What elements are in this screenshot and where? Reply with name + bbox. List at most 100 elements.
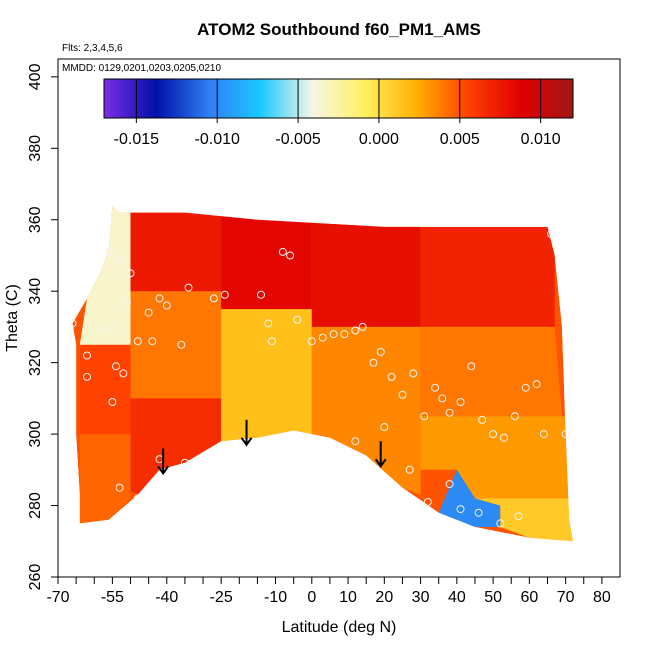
sample-point	[561, 430, 570, 439]
sample-point	[133, 494, 142, 503]
field-region	[475, 498, 573, 542]
y-tick-label: 300	[27, 421, 44, 448]
x-tick-label: 80	[593, 589, 611, 606]
x-tick-label: 30	[412, 589, 430, 606]
sample-point	[209, 294, 218, 303]
dates-annotation: MMDD: 0129,0201,0203,0205,0210	[62, 63, 221, 74]
x-tick-label: -55	[101, 589, 124, 606]
sample-point	[510, 412, 519, 421]
y-tick-label: 360	[27, 206, 44, 233]
sample-point	[180, 458, 189, 467]
sample-point	[286, 251, 295, 260]
field-region	[221, 212, 312, 310]
field-region	[130, 398, 222, 495]
heatmap-field	[72, 205, 573, 542]
y-axis: 260 280 300 320 340 360 380 400	[27, 63, 58, 590]
sample-point	[423, 498, 432, 506]
sample-point	[514, 512, 523, 521]
sample-point	[358, 322, 367, 331]
y-tick-label: 280	[27, 492, 44, 519]
sample-point	[108, 398, 117, 406]
sample-point	[405, 465, 414, 474]
field-region	[79, 205, 131, 345]
colorbar-tick-label: 0.000	[359, 131, 399, 148]
sample-point	[126, 269, 135, 278]
x-tick-label: 10	[339, 589, 357, 606]
sample-point	[155, 294, 164, 303]
sample-point	[398, 390, 407, 399]
sample-point	[108, 322, 117, 331]
sample-point	[115, 483, 124, 492]
sample-point	[500, 433, 508, 442]
sample-point	[278, 247, 287, 256]
sample-point	[144, 308, 153, 317]
x-tick-label: -40	[155, 589, 178, 606]
x-tick-label: 0	[307, 589, 316, 606]
sample-point	[474, 508, 483, 517]
sample-point	[112, 362, 120, 371]
sample-point	[445, 408, 454, 417]
y-tick-label: 400	[27, 63, 44, 90]
x-tick-label: 70	[557, 589, 575, 606]
field-region	[79, 434, 131, 524]
field-region	[420, 416, 570, 499]
sample-point	[148, 337, 157, 346]
field-region	[130, 212, 222, 292]
y-axis-label: Theta (C)	[4, 284, 21, 352]
sample-point	[547, 230, 556, 238]
colorbar-tick-label: 0.010	[521, 131, 561, 148]
sample-point	[431, 383, 440, 392]
sample-point	[293, 315, 302, 324]
x-tick-label: -25	[210, 589, 233, 606]
flights-annotation: Flts: 2,3,4,5,6	[62, 43, 123, 54]
arrow-marker	[374, 441, 387, 468]
sample-point	[68, 319, 77, 328]
sample-point	[445, 480, 454, 489]
field-region	[221, 309, 312, 442]
chart-title: ATOM2 Southbound f60_PM1_AMS	[197, 20, 481, 39]
sample-point	[307, 337, 316, 346]
sample-point	[489, 430, 498, 439]
sample-point	[387, 372, 396, 381]
field-region	[130, 291, 222, 399]
x-tick-label: -70	[46, 589, 69, 606]
sample-point	[351, 437, 360, 446]
arrow-marker	[157, 448, 169, 476]
field-region	[438, 469, 501, 527]
sample-points	[68, 230, 570, 528]
sample-point	[496, 519, 505, 528]
x-axis: -70 -55 -40 -25 -10 0 10 20 30 40 50 60 70 80	[46, 577, 611, 606]
sample-point	[267, 337, 276, 346]
x-tick-label: 60	[520, 589, 538, 606]
x-tick-label: 40	[448, 589, 466, 606]
sample-point	[115, 255, 124, 264]
sample-point	[162, 301, 171, 310]
sample-point	[380, 423, 389, 431]
sample-point	[318, 333, 327, 342]
sample-point	[438, 394, 447, 403]
x-axis-label: Latitude (deg N)	[282, 619, 397, 636]
y-tick-label: 380	[27, 135, 44, 162]
sample-point	[122, 297, 131, 306]
sample-point	[133, 337, 142, 346]
plot-frame	[57, 58, 621, 578]
sample-point	[521, 383, 530, 392]
arrow-markers	[157, 419, 387, 476]
x-tick-label: 50	[484, 589, 502, 606]
sample-point	[376, 347, 385, 356]
field-region	[420, 226, 555, 327]
sample-point	[532, 380, 541, 389]
sample-point	[83, 372, 91, 381]
sample-point	[184, 283, 193, 292]
sample-point	[467, 362, 476, 371]
sample-point	[264, 319, 273, 328]
y-tick-label: 340	[27, 278, 44, 305]
x-tick-label: 20	[375, 589, 393, 606]
sample-point	[369, 358, 378, 367]
y-tick-label: 320	[27, 349, 44, 376]
sample-point	[539, 430, 548, 439]
sample-point	[456, 505, 465, 514]
colorbar-tick-label: 0.005	[440, 131, 480, 148]
field-region	[420, 326, 562, 417]
sample-point	[420, 412, 429, 421]
